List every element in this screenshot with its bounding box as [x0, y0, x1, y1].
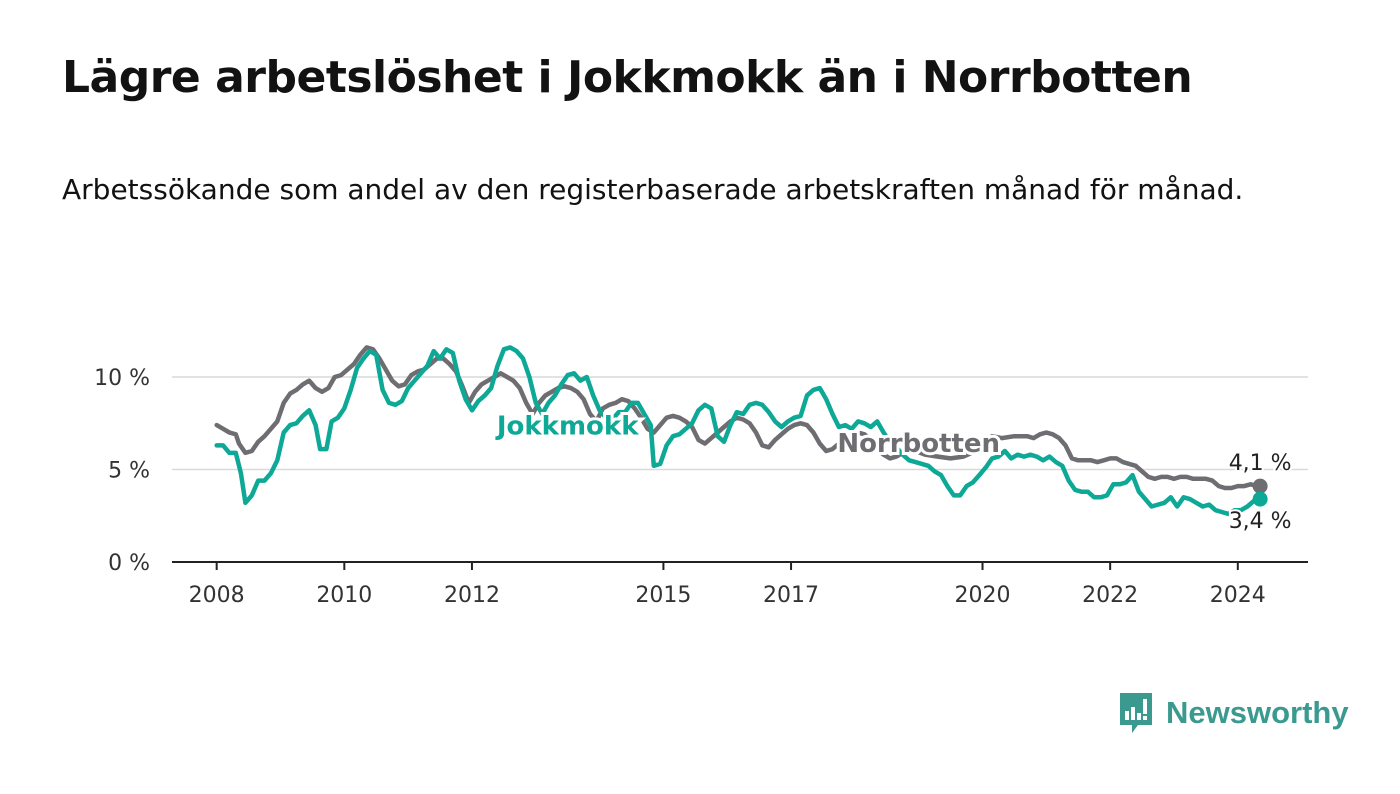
end-label-jokkmokk: 3,4 %: [1229, 509, 1292, 534]
x-tick-label: 2010: [316, 583, 372, 608]
chart-title: Lägre arbetslöshet i Jokkmokk än i Norrb…: [62, 52, 1193, 103]
newsworthy-logo-icon: [1120, 693, 1152, 733]
series-line-norrbotten: [214, 345, 1263, 491]
series: [214, 345, 1268, 517]
series-label-norrbotten: Norrbotten: [837, 429, 1000, 459]
end-label-norrbotten: 4,1 %: [1229, 451, 1292, 476]
x-tick-label: 2008: [189, 583, 245, 608]
series-line-jokkmokk: [214, 345, 1263, 517]
gridlines: [172, 376, 1308, 471]
x-tick-label: 2024: [1210, 583, 1266, 608]
y-tick-label: 10 %: [94, 366, 150, 391]
x-tick-label: 2017: [763, 583, 819, 608]
x-tick-label: 2015: [635, 583, 691, 608]
y-tick-label: 0 %: [108, 551, 150, 576]
end-point-norrbotten: [1252, 478, 1268, 494]
newsworthy-logo: Newsworthy: [1118, 690, 1349, 736]
x-tick-label: 2020: [955, 583, 1011, 608]
y-axis: 0 % 5 % 10 %: [94, 366, 150, 576]
x-axis: 2008 2010 2012 2015 2017 2020 2022 2024: [189, 562, 1266, 608]
newsworthy-logo-text: Newsworthy: [1166, 695, 1349, 730]
chart-subtitle: Arbetssökande som andel av den registerb…: [62, 173, 1244, 206]
x-tick-label: 2012: [444, 583, 500, 608]
end-point-jokkmokk: [1252, 491, 1268, 507]
series-label-jokkmokk: Jokkmokk: [495, 411, 639, 441]
x-tick-label: 2022: [1082, 583, 1138, 608]
y-tick-label: 5 %: [108, 459, 150, 484]
annotations: Jokkmokk Norrbotten 4,1 % 3,4 %: [492, 408, 1294, 536]
